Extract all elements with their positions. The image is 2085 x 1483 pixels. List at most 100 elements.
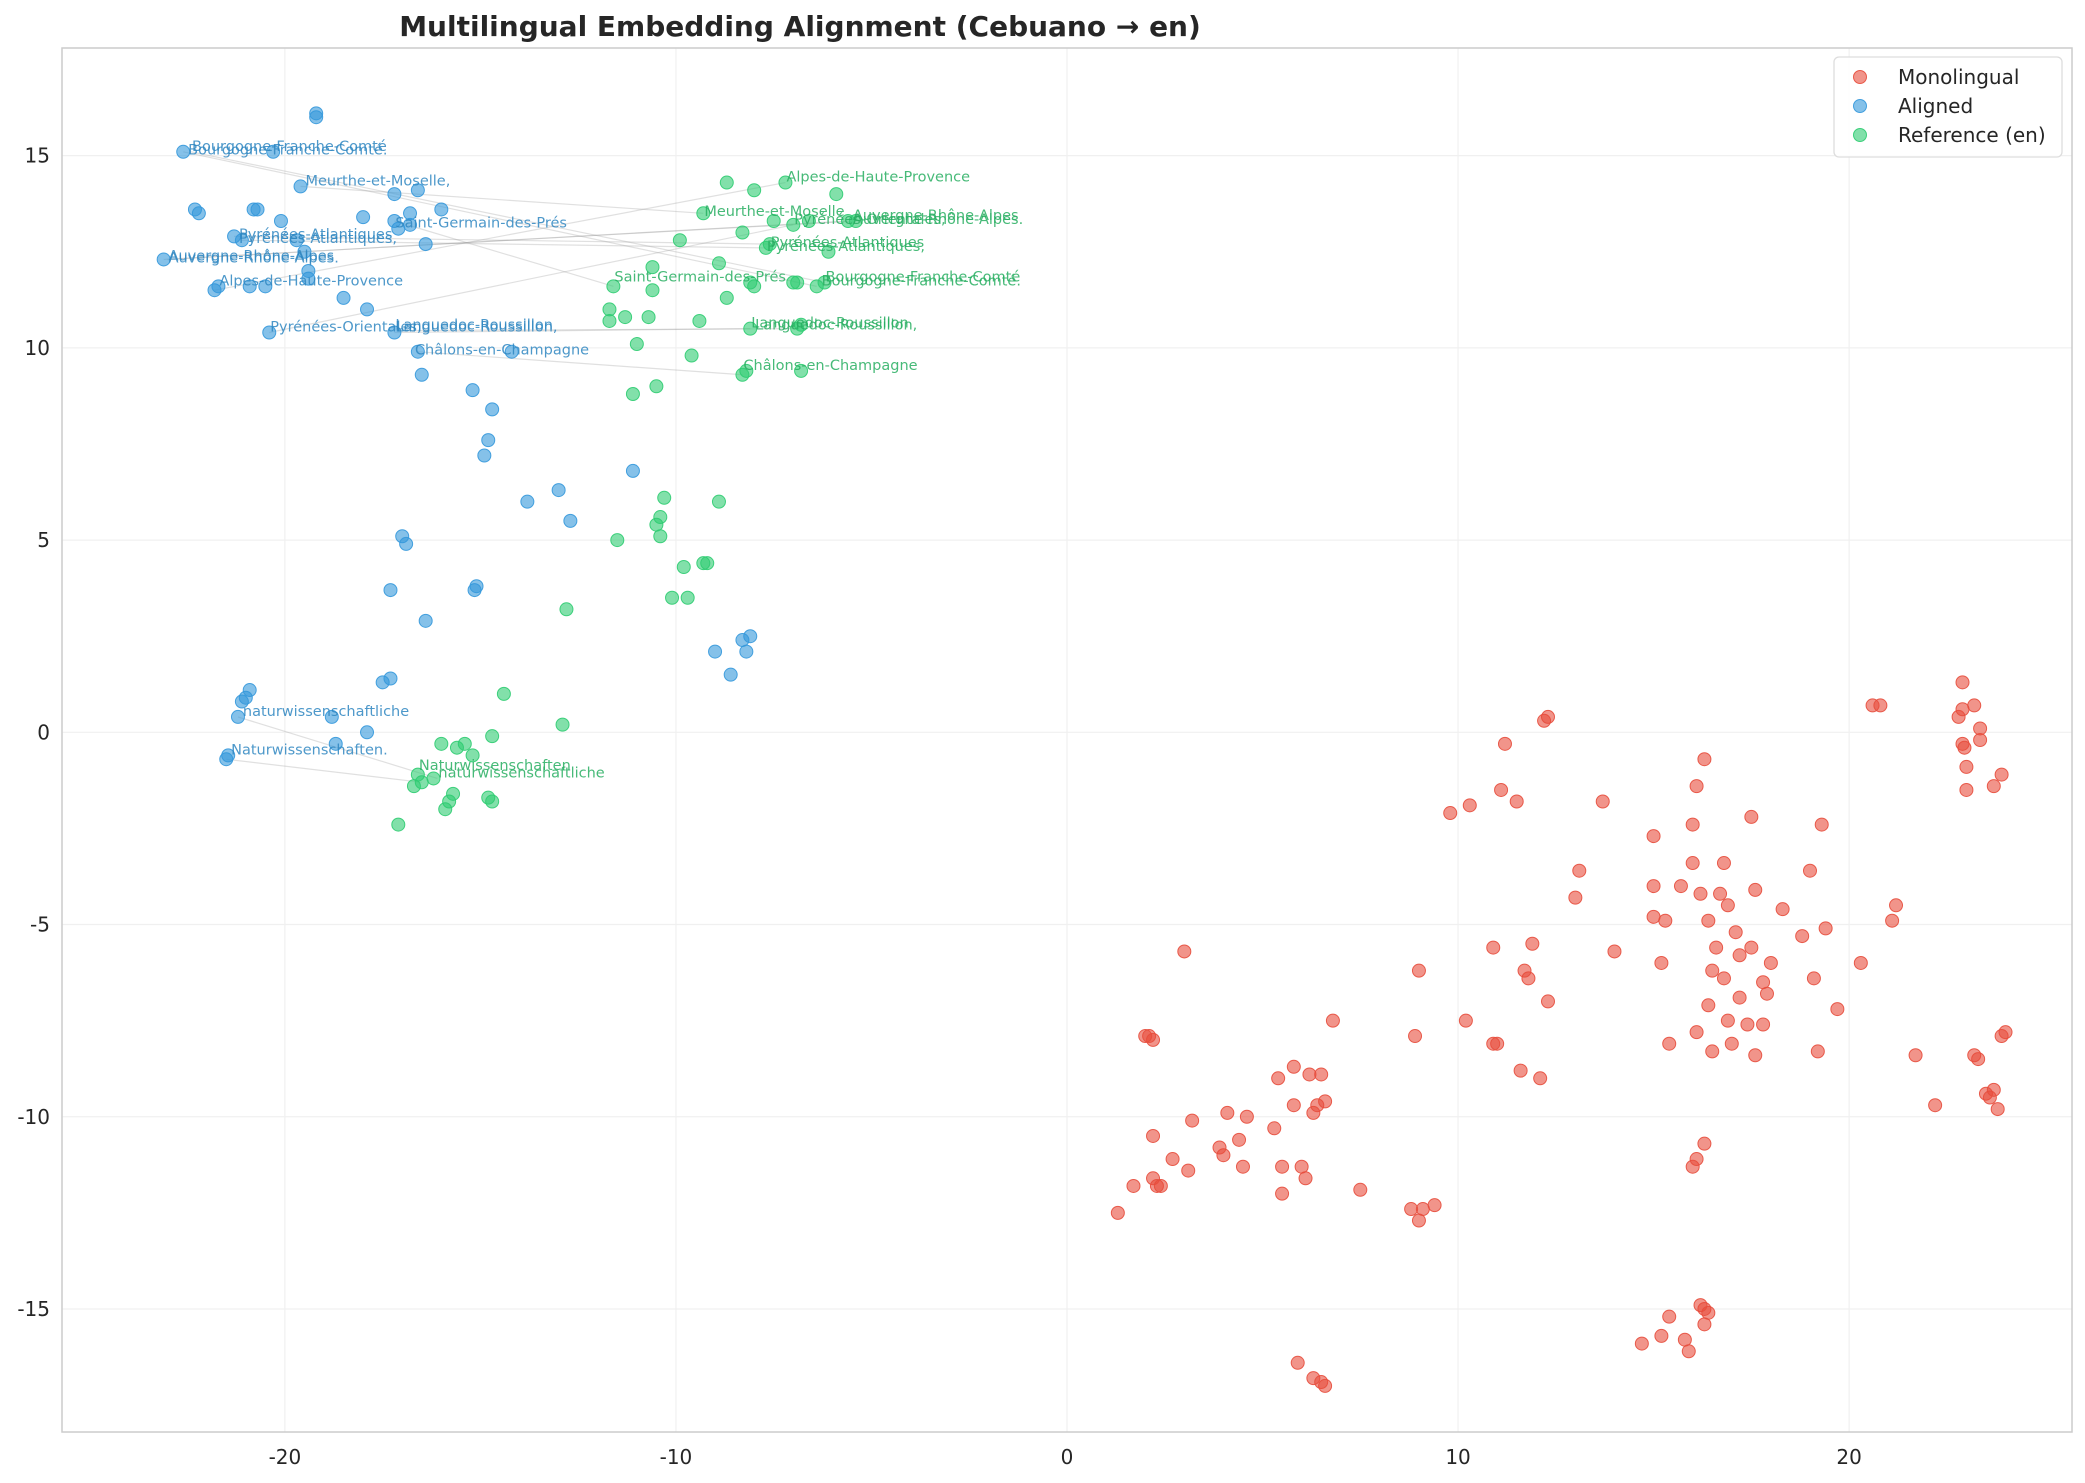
point-monolingual bbox=[1763, 955, 1778, 970]
point-aligned bbox=[360, 302, 375, 317]
point-monolingual bbox=[1271, 1071, 1286, 1086]
point-monolingual bbox=[1646, 879, 1661, 894]
point-reference-en bbox=[641, 310, 656, 325]
point-label: Languedoc-Roussillon, bbox=[395, 319, 557, 335]
point-reference-en bbox=[610, 533, 625, 548]
point-aligned bbox=[250, 202, 265, 217]
point-labels: Bourgogne-Franche-Comté.Bourgogne-Franch… bbox=[169, 139, 1024, 782]
y-tick-label: 5 bbox=[37, 528, 50, 552]
point-monolingual bbox=[1153, 1178, 1168, 1193]
point-aligned bbox=[356, 210, 371, 225]
point-reference-en bbox=[692, 313, 707, 328]
point-reference-en bbox=[672, 233, 687, 248]
point-monolingual bbox=[1462, 798, 1477, 813]
point-reference-en bbox=[653, 529, 668, 544]
point-reference-en bbox=[426, 771, 441, 786]
point-monolingual bbox=[1181, 1163, 1196, 1178]
point-reference-en bbox=[848, 214, 863, 228]
point-reference-en bbox=[743, 321, 758, 336]
point-monolingual bbox=[1818, 921, 1833, 936]
point-aligned bbox=[234, 233, 249, 248]
point-aligned bbox=[242, 683, 257, 698]
point-monolingual bbox=[1994, 767, 2009, 782]
point-monolingual bbox=[1853, 955, 1868, 970]
point-reference-en bbox=[794, 363, 809, 378]
point-monolingual bbox=[1701, 1305, 1716, 1320]
point-monolingual bbox=[1873, 698, 1888, 713]
point-reference-en bbox=[555, 717, 570, 732]
point-monolingual bbox=[1302, 1067, 1317, 1082]
point-aligned bbox=[242, 279, 257, 294]
point-monolingual bbox=[1165, 1152, 1180, 1167]
point-monolingual bbox=[1744, 809, 1759, 824]
point-aligned bbox=[336, 290, 351, 305]
point-monolingual bbox=[1595, 794, 1610, 809]
point-label: Auvergne-Rhône-Alpes bbox=[853, 208, 1019, 224]
point-reference-en bbox=[414, 775, 429, 790]
alignment-link bbox=[300, 185, 704, 214]
point-monolingual bbox=[1146, 1032, 1161, 1047]
alignment-link bbox=[394, 328, 751, 334]
point-aligned bbox=[414, 367, 429, 382]
point-aligned bbox=[273, 214, 288, 228]
data-points bbox=[156, 106, 2013, 1393]
point-monolingual bbox=[1697, 752, 1712, 767]
point-monolingual bbox=[1732, 990, 1747, 1005]
point-monolingual bbox=[1959, 759, 1974, 774]
point-label: Languedoc-Roussillon bbox=[751, 316, 909, 332]
point-monolingual bbox=[1490, 1036, 1505, 1051]
point-aligned bbox=[625, 463, 640, 478]
point-reference-en bbox=[786, 217, 801, 232]
point-label: Saint-Germain-des-Prés bbox=[614, 270, 786, 286]
point-monolingual bbox=[1540, 994, 1555, 1009]
point-monolingual bbox=[1830, 1002, 1845, 1017]
point-monolingual bbox=[1705, 963, 1720, 978]
point-monolingual bbox=[1216, 1148, 1231, 1163]
point-aligned bbox=[387, 325, 402, 340]
point-monolingual bbox=[1494, 782, 1509, 797]
point-label: Bourgogne-Franche-Comté bbox=[192, 139, 387, 155]
point-aligned bbox=[469, 579, 484, 594]
point-label: Naturwissenschaften. bbox=[231, 742, 388, 758]
point-monolingual bbox=[1685, 856, 1700, 871]
point-monolingual bbox=[1689, 779, 1704, 794]
point-aligned bbox=[221, 748, 236, 763]
point-label: naturwissenschaftliche bbox=[243, 704, 409, 720]
legend-label: Monolingual bbox=[1898, 65, 2019, 89]
point-monolingual bbox=[1701, 913, 1716, 928]
alignment-link bbox=[269, 224, 794, 334]
point-label: Auvergne-Rhône-Alpes. bbox=[853, 212, 1023, 228]
plot-frame bbox=[61, 47, 2073, 1433]
point-monolingual bbox=[1411, 963, 1426, 978]
point-aligned bbox=[504, 344, 519, 359]
point-monolingual bbox=[1814, 817, 1829, 832]
point-monolingual bbox=[1889, 898, 1904, 913]
point-monolingual bbox=[1286, 1098, 1301, 1113]
point-label: Pyrénées-Orientales, bbox=[270, 319, 421, 335]
point-label: Châlons-en-Champagne bbox=[415, 343, 589, 359]
point-monolingual bbox=[1458, 1013, 1473, 1028]
point-reference-en bbox=[559, 602, 574, 617]
point-monolingual bbox=[1654, 955, 1669, 970]
point-aligned bbox=[465, 383, 480, 398]
point-monolingual bbox=[1705, 1044, 1720, 1059]
point-aligned bbox=[485, 402, 500, 417]
point-reference-en bbox=[618, 310, 633, 325]
point-monolingual bbox=[1646, 829, 1661, 844]
point-reference-en bbox=[625, 387, 640, 401]
point-monolingual bbox=[1986, 1082, 2001, 1097]
point-monolingual bbox=[1928, 1098, 1943, 1113]
point-monolingual bbox=[1885, 913, 1900, 928]
point-monolingual bbox=[1275, 1186, 1290, 1201]
point-monolingual bbox=[1572, 863, 1587, 878]
point-label: Châlons-en-Champagne bbox=[743, 358, 917, 374]
y-tick-label: -10 bbox=[17, 1105, 50, 1129]
point-aligned bbox=[708, 644, 723, 659]
point-reference-en bbox=[684, 348, 699, 363]
point-monolingual bbox=[1110, 1205, 1125, 1220]
point-label: Alpes-de-Haute-Provence bbox=[786, 170, 970, 186]
point-monolingual bbox=[1607, 944, 1622, 959]
point-label: Languedoc-Roussillon bbox=[395, 318, 553, 334]
